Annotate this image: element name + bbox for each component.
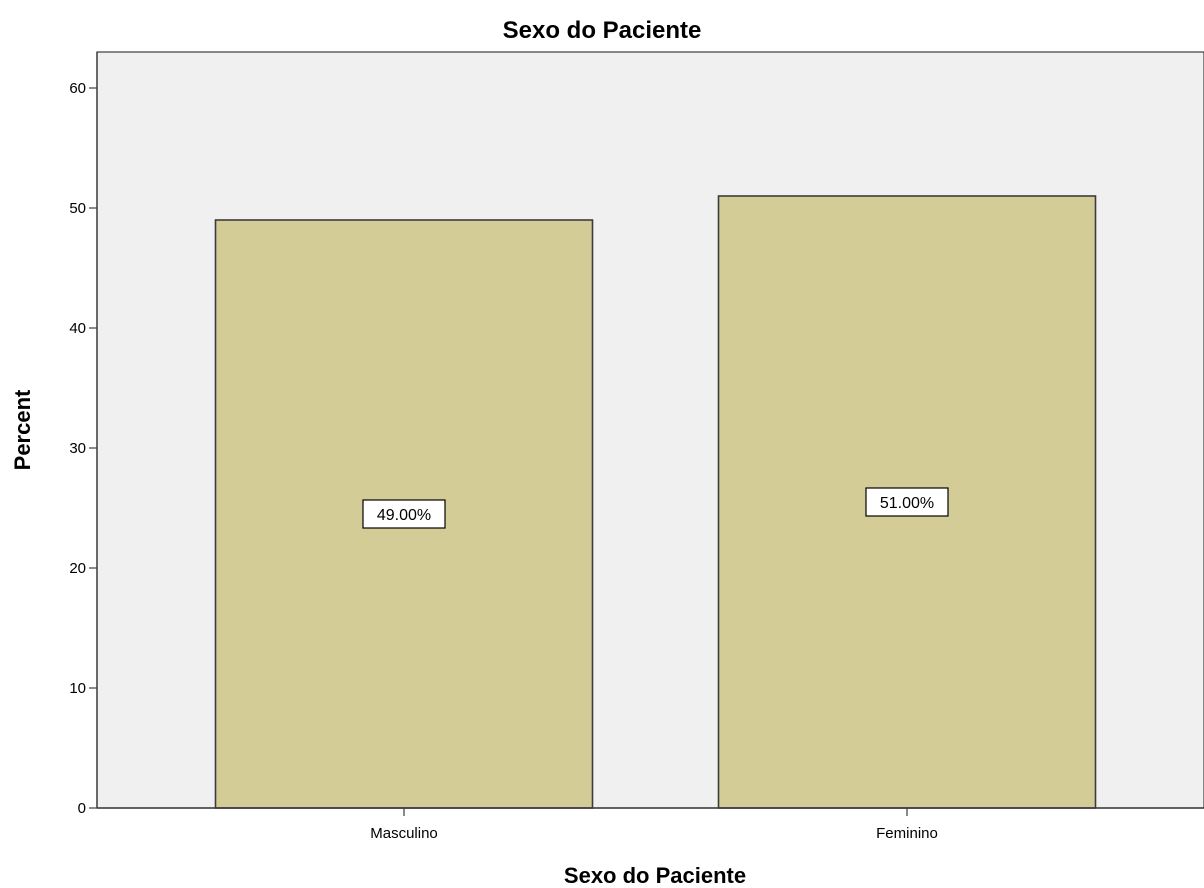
data-label-box — [362, 499, 446, 529]
y-tick-label: 30 — [69, 440, 86, 457]
x-tick-label: Masculino — [370, 825, 438, 842]
data-label: 49.00% — [377, 507, 431, 524]
chart-title: Sexo do Paciente — [503, 17, 702, 44]
y-axis-ticks: 0 10 20 30 40 50 60 — [69, 80, 97, 817]
y-tick-label: 50 — [69, 200, 86, 217]
y-tick-label: 60 — [69, 80, 86, 97]
bars-layer: 49.00% 51.00% — [214, 195, 1097, 809]
x-tick-label: Feminino — [876, 825, 938, 842]
y-tick-label: 40 — [69, 320, 86, 337]
y-tick-label: 10 — [69, 680, 86, 697]
y-axis-title: Percent — [10, 389, 35, 470]
data-label: 51.00% — [880, 495, 934, 512]
y-tick-label: 0 — [78, 800, 86, 817]
data-label-box — [865, 487, 949, 517]
x-axis-ticks: Masculino Feminino — [370, 808, 938, 842]
x-axis-title: Sexo do Paciente — [564, 863, 746, 888]
y-tick-label: 20 — [69, 560, 86, 577]
